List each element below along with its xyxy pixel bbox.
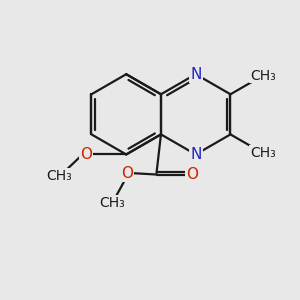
Text: O: O — [186, 167, 198, 182]
Text: N: N — [190, 147, 201, 162]
Text: O: O — [80, 147, 92, 162]
Text: N: N — [190, 67, 201, 82]
Text: CH₃: CH₃ — [250, 146, 275, 160]
Text: CH₃: CH₃ — [46, 169, 72, 183]
Text: CH₃: CH₃ — [250, 69, 275, 83]
Text: O: O — [121, 166, 133, 181]
Text: CH₃: CH₃ — [99, 196, 125, 210]
